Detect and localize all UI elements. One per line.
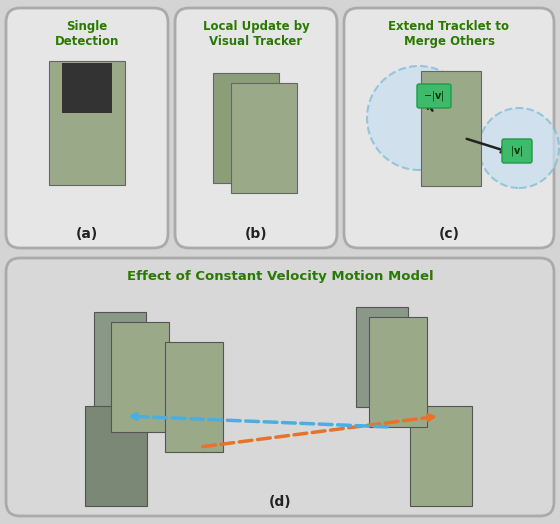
Bar	[165, 342, 223, 452]
Bar	[369, 317, 427, 427]
Text: Local Update by
Visual Tracker: Local Update by Visual Tracker	[203, 20, 309, 48]
FancyBboxPatch shape	[6, 8, 168, 248]
FancyBboxPatch shape	[6, 258, 554, 516]
Bar	[111, 322, 169, 432]
FancyBboxPatch shape	[502, 139, 532, 163]
FancyBboxPatch shape	[175, 8, 337, 248]
Bar	[421, 71, 481, 186]
Text: $|\mathbf{v}|$: $|\mathbf{v}|$	[510, 144, 524, 158]
Bar	[410, 406, 472, 506]
Bar	[94, 312, 146, 412]
FancyBboxPatch shape	[417, 84, 451, 108]
Text: (b): (b)	[245, 227, 267, 241]
Text: Effect of Constant Velocity Motion Model: Effect of Constant Velocity Motion Model	[127, 270, 433, 283]
FancyBboxPatch shape	[344, 8, 554, 248]
Bar	[49, 61, 125, 185]
Text: (d): (d)	[269, 495, 291, 509]
Bar	[356, 307, 408, 407]
Circle shape	[367, 66, 471, 170]
Text: (c): (c)	[438, 227, 460, 241]
Text: Extend Tracklet to
Merge Others: Extend Tracklet to Merge Others	[389, 20, 510, 48]
Bar	[62, 63, 112, 113]
Circle shape	[479, 108, 559, 188]
Text: Single
Detection: Single Detection	[55, 20, 119, 48]
Bar	[85, 406, 147, 506]
Text: (a): (a)	[76, 227, 98, 241]
Text: $-|\mathbf{v}|$: $-|\mathbf{v}|$	[423, 89, 445, 103]
Bar	[213, 73, 279, 183]
Bar	[231, 83, 297, 193]
